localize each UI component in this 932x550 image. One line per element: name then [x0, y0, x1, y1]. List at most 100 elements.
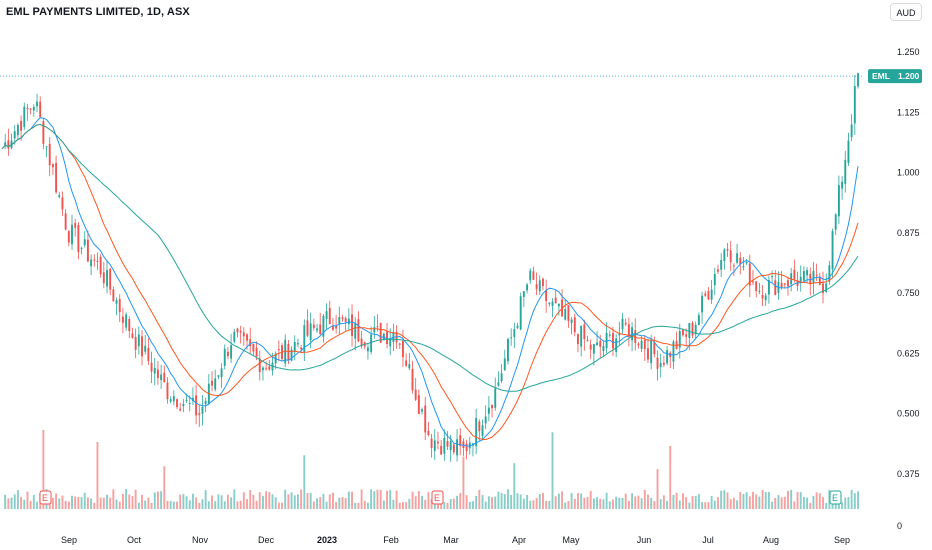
candle-body: [195, 395, 198, 416]
volume-bar: [102, 497, 105, 509]
volume-bar: [392, 499, 395, 509]
volume-bar: [494, 496, 497, 509]
candle-body: [265, 368, 268, 370]
volume-bar: [160, 491, 163, 509]
y-tick-label: 1.000: [897, 168, 920, 178]
volume-bar: [472, 501, 474, 509]
volume-bar: [570, 493, 573, 509]
currency-button[interactable]: AUD: [890, 3, 922, 21]
volume-bar: [341, 497, 344, 509]
candle-body: [131, 333, 134, 338]
candle-body: [672, 341, 675, 362]
volume-bar: [319, 497, 322, 509]
candle-body: [51, 164, 54, 168]
volume-bar: [414, 496, 417, 509]
candle-body: [682, 329, 684, 336]
volume-bar: [398, 502, 401, 509]
candle-body: [812, 271, 815, 283]
volume-bar: [223, 501, 226, 509]
y-tick-label: 0.875: [897, 228, 920, 238]
candle-body: [557, 303, 560, 307]
volume-bar: [277, 502, 280, 509]
volume-bar: [195, 497, 198, 509]
volume-bar: [115, 499, 118, 509]
candle-body: [176, 399, 178, 408]
volume-bar: [456, 495, 458, 509]
candle-body: [446, 441, 449, 447]
volume-bar: [662, 495, 665, 509]
candle-body: [16, 124, 19, 136]
candle-body: [252, 343, 255, 352]
volume-bar: [96, 441, 99, 509]
candle-body: [360, 338, 363, 347]
candle-body: [153, 367, 156, 374]
candle-body: [742, 266, 745, 268]
volume-bar: [48, 502, 51, 509]
x-tick-label: Jul: [702, 535, 714, 545]
volume-bar: [647, 494, 649, 509]
volume-bar: [589, 490, 592, 509]
candle-body: [185, 399, 188, 401]
candle-body: [322, 315, 325, 337]
volume-bar: [354, 502, 357, 509]
candle-body: [748, 263, 751, 286]
volume-bar: [554, 496, 557, 509]
candle-body: [767, 279, 770, 295]
candle-body: [513, 329, 516, 337]
volume-bar: [777, 495, 780, 509]
candle-body: [433, 440, 436, 451]
volume-bar: [545, 500, 548, 509]
candle-body: [844, 159, 847, 184]
x-tick-label: Apr: [512, 535, 526, 545]
volume-bar: [583, 497, 586, 509]
candle-body: [271, 362, 274, 371]
candle-body: [166, 382, 169, 400]
volume-bar: [23, 499, 26, 509]
volume-bar: [755, 494, 758, 509]
volume-bar: [640, 498, 643, 509]
earnings-marker-label: E: [832, 493, 838, 503]
volume-bar: [290, 492, 293, 509]
candle-body: [217, 375, 220, 377]
candle-body: [284, 339, 287, 364]
volume-bar: [309, 492, 312, 509]
candle-body: [144, 345, 147, 352]
volume-bar: [153, 492, 156, 509]
candle-body: [535, 284, 538, 289]
candle-body: [548, 302, 551, 305]
candle-body: [793, 269, 796, 280]
volume-bar: [379, 489, 382, 509]
volume-bar: [615, 496, 618, 509]
candle-body: [831, 231, 834, 270]
price-axis[interactable]: 1.250 1.125 1.000 0.875 0.750 0.625 0.500 0.375…: [897, 47, 920, 531]
volume-bar: [106, 494, 108, 509]
candle-body: [522, 291, 525, 297]
volume-bar: [745, 492, 748, 509]
candle-body: [287, 343, 290, 361]
volume-bar: [325, 501, 328, 509]
volume-bar: [850, 489, 853, 509]
volume-bar: [172, 501, 175, 509]
volume-bar: [360, 489, 363, 509]
volume-bar: [121, 493, 124, 509]
volume-bar: [233, 489, 236, 509]
volume-bar: [366, 502, 369, 509]
candle-body: [389, 338, 392, 347]
volume-bar: [83, 492, 86, 509]
volume-bar: [532, 500, 535, 509]
volume-bar: [678, 500, 681, 509]
time-axis[interactable]: Sep Oct Nov Dec 2023 Feb Mar Apr May Jun Jul Aug Sep: [61, 535, 850, 545]
candle-body: [150, 362, 153, 372]
candle-body: [80, 247, 83, 249]
volume-bar: [207, 501, 210, 509]
volume-bar: [526, 494, 529, 509]
candle-body: [825, 283, 828, 292]
candle-body: [344, 318, 347, 322]
candle-body: [137, 334, 140, 347]
candle-body: [729, 250, 732, 263]
last-price-tag: EML 1.200: [0, 69, 922, 84]
candle-body: [226, 351, 229, 357]
volume-bar: [694, 495, 697, 509]
candle-body: [440, 445, 443, 455]
